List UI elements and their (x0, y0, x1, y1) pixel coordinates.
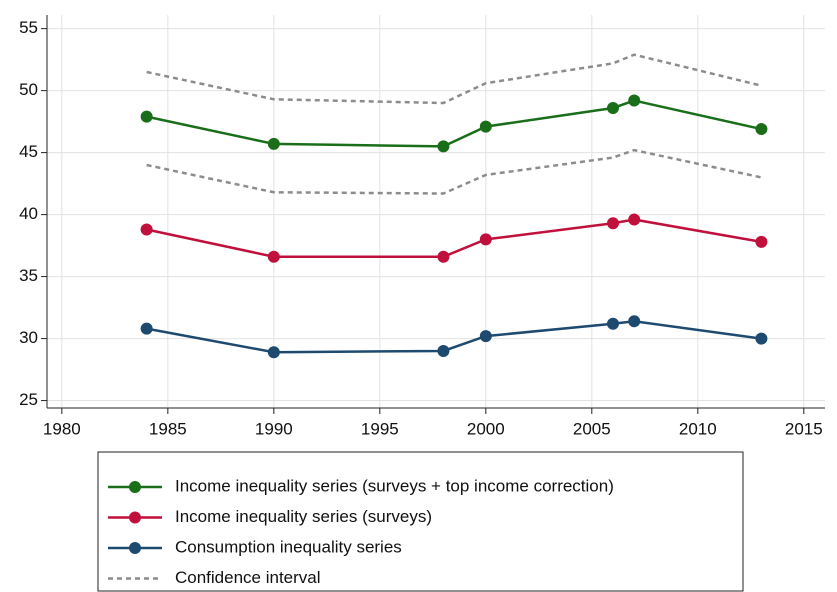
x-tick-label: 2005 (573, 419, 611, 438)
data-point (755, 235, 768, 248)
legend-label: Income inequality series (surveys) (175, 507, 432, 526)
data-point (755, 332, 768, 345)
legend-marker (129, 542, 141, 554)
confidence-line (146, 148, 762, 195)
legend-marker (129, 511, 141, 524)
data-point (437, 344, 450, 357)
data-point (479, 330, 492, 343)
y-tick-label: 40 (19, 204, 38, 223)
data-point (628, 94, 641, 107)
y-tick-label: 45 (19, 142, 38, 161)
y-tick-label: 55 (19, 18, 38, 37)
legend-box (97, 451, 744, 592)
data-point (267, 250, 280, 263)
legend-label: Confidence interval (175, 568, 321, 587)
x-tick-label: 2000 (467, 419, 505, 438)
data-point (755, 123, 768, 136)
data-point (140, 322, 153, 335)
x-tick-label: 1985 (149, 419, 187, 438)
y-tick-label: 35 (19, 266, 38, 285)
data-point (607, 217, 620, 230)
data-point (607, 317, 620, 330)
x-tick-label: 2015 (785, 419, 823, 438)
x-tick-label: 1995 (361, 419, 399, 438)
data-point (437, 140, 450, 153)
x-tick-label: 1980 (43, 419, 81, 438)
data-point (628, 213, 641, 226)
data-point (267, 346, 280, 359)
data-point (628, 315, 641, 328)
series-line (146, 218, 762, 259)
y-tick-label: 25 (19, 390, 38, 409)
data-point (479, 120, 492, 133)
data-point (479, 233, 492, 246)
legend-label: Consumption inequality series (175, 537, 402, 556)
data-point (267, 137, 280, 150)
data-point (607, 101, 620, 114)
x-tick-label: 1990 (255, 419, 293, 438)
x-tick-label: 2010 (679, 419, 717, 438)
y-tick-label: 30 (19, 328, 38, 347)
series-line (146, 99, 762, 148)
data-point (140, 110, 153, 123)
confidence-line (146, 53, 762, 105)
series-line (146, 319, 762, 354)
legend-marker (129, 481, 141, 493)
legend-label: Income inequality series (surveys + top … (175, 476, 614, 495)
data-point (437, 250, 450, 263)
data-point (140, 223, 153, 236)
y-tick-label: 50 (19, 80, 38, 99)
